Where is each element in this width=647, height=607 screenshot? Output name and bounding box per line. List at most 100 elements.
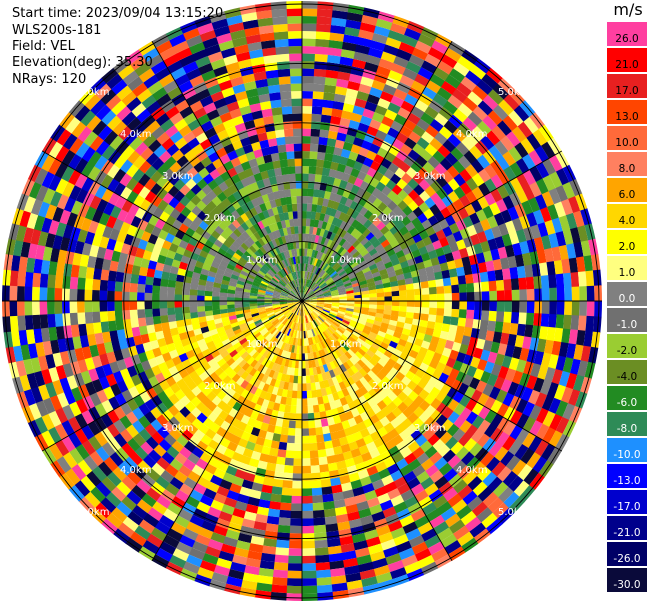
velocity-gate <box>350 167 361 178</box>
velocity-gate <box>301 368 306 377</box>
velocity-gate <box>302 166 310 174</box>
velocity-gate <box>501 233 513 248</box>
velocity-gate <box>346 225 356 235</box>
velocity-gate <box>141 493 157 508</box>
velocity-gate <box>17 314 27 331</box>
velocity-gate <box>110 506 128 523</box>
velocity-gate <box>323 402 332 412</box>
velocity-gate <box>399 295 408 302</box>
velocity-gate <box>371 454 384 466</box>
velocity-gate <box>281 358 287 367</box>
velocity-gate <box>357 122 370 134</box>
velocity-gate <box>305 315 309 323</box>
velocity-gate <box>451 211 463 223</box>
velocity-gate <box>167 416 181 429</box>
velocity-gate <box>344 198 354 208</box>
velocity-gate <box>383 230 394 240</box>
velocity-gate <box>122 309 131 320</box>
velocity-gate <box>412 143 426 156</box>
velocity-gate <box>185 554 203 568</box>
velocity-gate <box>594 301 602 318</box>
velocity-gate <box>340 482 353 492</box>
velocity-gate <box>154 520 171 535</box>
velocity-gate <box>554 201 567 219</box>
velocity-gate <box>441 183 454 196</box>
velocity-gate <box>451 88 468 104</box>
range-ring-label: 5.0km <box>498 87 529 98</box>
velocity-gate <box>276 387 284 397</box>
velocity-gate <box>317 358 323 367</box>
velocity-gate <box>225 465 238 477</box>
velocity-gate <box>452 460 467 475</box>
velocity-gate <box>241 340 250 349</box>
velocity-gate <box>359 283 369 289</box>
velocity-gate <box>159 285 168 294</box>
velocity-gate <box>189 489 204 502</box>
velocity-gate <box>279 159 289 168</box>
velocity-gate <box>467 111 483 127</box>
velocity-gate <box>473 243 484 255</box>
velocity-gate <box>511 346 523 360</box>
velocity-gate <box>438 462 453 477</box>
velocity-gate <box>590 331 601 349</box>
velocity-gate <box>266 334 274 342</box>
velocity-gate <box>379 90 394 103</box>
velocity-gate <box>255 582 273 592</box>
velocity-gate <box>259 560 275 570</box>
velocity-gate <box>447 94 463 109</box>
velocity-gate <box>321 107 333 116</box>
velocity-gate <box>333 276 342 283</box>
velocity-gate <box>24 271 34 287</box>
velocity-gate <box>296 398 302 406</box>
velocity-gate <box>306 322 310 331</box>
velocity-gate <box>348 151 359 162</box>
velocity-gate <box>443 120 458 135</box>
velocity-gate <box>121 442 135 457</box>
velocity-gate <box>331 376 339 386</box>
velocity-gate <box>444 252 455 263</box>
velocity-gate <box>241 328 251 335</box>
velocity-gate <box>532 129 548 147</box>
velocity-gate <box>379 499 394 512</box>
velocity-gate <box>296 308 300 316</box>
velocity-gate <box>548 354 559 370</box>
velocity-gate <box>326 416 335 426</box>
velocity-gate <box>32 314 41 330</box>
velocity-gate <box>443 308 452 317</box>
velocity-gate <box>136 300 145 310</box>
velocity-gate <box>295 307 299 315</box>
velocity-gate <box>169 382 181 394</box>
velocity-gate <box>339 117 351 128</box>
velocity-gate <box>257 381 266 391</box>
velocity-gate <box>480 135 495 151</box>
velocity-gate <box>316 8 334 18</box>
velocity-gate <box>438 126 453 140</box>
velocity-gate <box>377 11 396 23</box>
velocity-gate <box>233 328 242 336</box>
velocity-gate <box>305 278 308 287</box>
velocity-gate <box>457 317 467 328</box>
velocity-gate <box>313 286 321 293</box>
velocity-gate <box>362 583 380 595</box>
velocity-gate <box>577 315 587 332</box>
velocity-gate <box>85 322 95 336</box>
velocity-gate <box>418 179 431 191</box>
velocity-gate <box>291 360 296 369</box>
velocity-gate <box>417 325 427 335</box>
velocity-gate <box>215 341 225 350</box>
colorbar-tick-label: 0.0 <box>618 293 636 305</box>
velocity-gate <box>493 376 506 390</box>
velocity-gate <box>377 579 395 591</box>
velocity-gate <box>416 261 426 271</box>
velocity-gate <box>316 304 324 308</box>
velocity-gate <box>129 291 138 301</box>
velocity-gate <box>94 502 112 519</box>
velocity-gate <box>279 333 285 342</box>
velocity-gate <box>323 306 331 311</box>
velocity-gate <box>223 583 242 595</box>
velocity-gate <box>502 268 511 281</box>
velocity-gate <box>294 322 298 331</box>
velocity-gate <box>313 68 327 78</box>
velocity-gate <box>523 116 539 134</box>
